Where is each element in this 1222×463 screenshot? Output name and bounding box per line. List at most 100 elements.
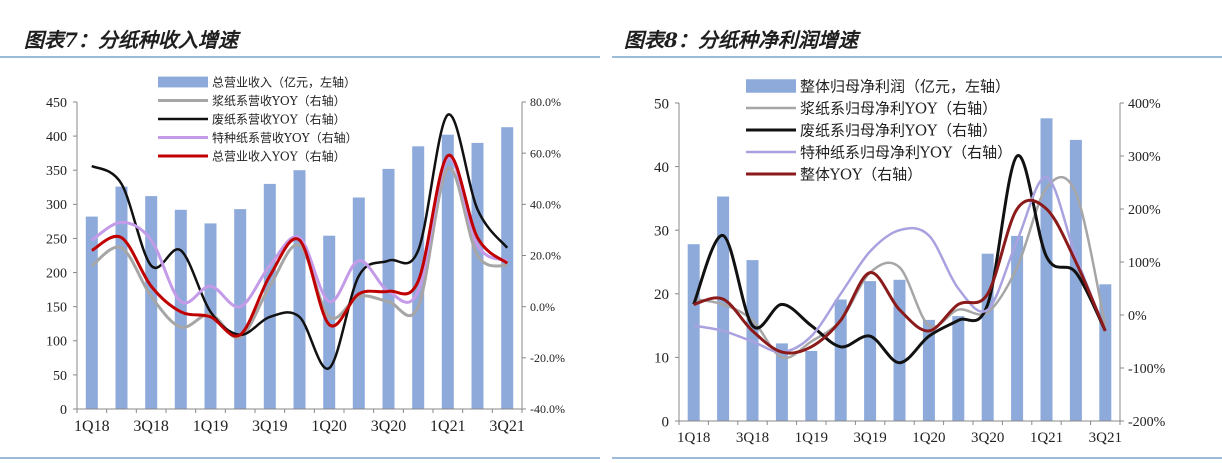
- chart-panel-left: 图表7：分纸种收入增速 0 50 100 150 200 250 300 350 400 450 -…: [0, 0, 600, 463]
- left-tick-label: 300: [46, 198, 67, 213]
- legend-label: 浆纸系营收YOY（右轴）: [212, 93, 346, 108]
- bar-2Q18: [717, 196, 730, 421]
- line-series-3: [693, 175, 1107, 354]
- legend-label: 总营业收入YOY（右轴）: [212, 149, 346, 164]
- right-tick-label: 100%: [1128, 256, 1161, 271]
- line-series-1: [693, 175, 1107, 360]
- x-tick-label: 1Q20: [912, 430, 945, 446]
- right-tick-label: 60.0%: [530, 146, 561, 160]
- bar-1Q18: [85, 216, 98, 409]
- left-tick-label: 50: [654, 96, 669, 112]
- bar-1Q21: [441, 134, 454, 409]
- left-tick-label: 450: [46, 96, 67, 111]
- line-series-4: [91, 154, 509, 338]
- bottom-rule: [0, 457, 600, 459]
- x-tick-label: 3Q18: [133, 418, 169, 435]
- chart-profit-growth: 0 10 20 30 40 50 -200% -100% 0% 100% 200% 300% 400% 1…: [654, 78, 1166, 446]
- bar-2Q21: [1069, 139, 1082, 421]
- title-bar: [612, 14, 1222, 58]
- right-tick-label: 200%: [1128, 203, 1161, 218]
- legend-label: 特种纸系归母净利YOY（右轴）: [800, 144, 1012, 162]
- right-tick-label: -200%: [1128, 415, 1166, 430]
- bar-2Q20: [352, 197, 365, 409]
- left-tick-label: 50: [53, 369, 67, 384]
- bar-2Q18: [115, 186, 128, 409]
- bar-4Q19: [893, 279, 906, 421]
- legend-label: 特种纸系营收YOY（右轴）: [212, 130, 358, 145]
- x-tick-label: 1Q19: [193, 418, 229, 435]
- title-bar: [0, 14, 600, 58]
- chart-title: 图表8：分纸种净利润增速: [624, 28, 858, 52]
- bar-3Q21: [1099, 284, 1112, 421]
- left-tick-label: 150: [46, 301, 67, 316]
- right-tick-label: 40.0%: [530, 198, 561, 212]
- bar-1Q20: [922, 319, 935, 421]
- line-series-2: [91, 113, 509, 370]
- bar-2Q20: [952, 316, 965, 421]
- bar-2Q19: [834, 299, 847, 421]
- left-tick-label: 30: [654, 223, 669, 239]
- left-tick-label: 40: [654, 160, 669, 176]
- x-tick-label: 1Q20: [311, 418, 347, 435]
- right-tick-label: 400%: [1128, 97, 1161, 112]
- right-tick-label: 0%: [1128, 309, 1147, 324]
- left-tick-label: 20: [654, 287, 669, 303]
- x-tick-label: 3Q20: [371, 418, 407, 435]
- legend-label: 总营业收入（亿元，左轴）: [212, 75, 356, 90]
- legend-label: 整体YOY（右轴）: [800, 166, 922, 184]
- x-tick-label: 3Q21: [489, 418, 525, 435]
- left-tick-label: 0: [60, 403, 67, 418]
- chart-panel-right: 图表8：分纸种净利润增速 0 10 20 30 40 50 -200% -100% 0% 100%…: [612, 0, 1222, 463]
- left-tick-label: 400: [46, 130, 67, 145]
- bar-3Q21: [501, 127, 514, 409]
- left-tick-label: 10: [654, 351, 669, 367]
- bar-1Q21: [1040, 118, 1053, 422]
- bar-3Q20: [981, 253, 994, 421]
- chart-title: 图表7：分纸种收入增速: [24, 28, 238, 52]
- legend-label: 废纸系归母净利YOY（右轴）: [800, 122, 997, 140]
- bar-1Q18: [687, 244, 700, 421]
- x-tick-label: 3Q19: [853, 430, 886, 446]
- left-tick-label: 200: [46, 266, 67, 281]
- x-tick-label: 1Q18: [74, 418, 110, 435]
- x-tick-label: 1Q18: [677, 430, 710, 446]
- right-tick-label: -20.0%: [530, 351, 565, 365]
- x-tick-label: 3Q19: [252, 418, 288, 435]
- right-tick-label: 80.0%: [530, 95, 561, 109]
- bar-2Q21: [471, 142, 484, 409]
- bar-4Q19: [293, 170, 306, 409]
- legend-label: 整体归母净利润（亿元，左轴）: [800, 78, 1010, 96]
- chart-revenue-growth: 0 50 100 150 200 250 300 350 400 450 -40.0% -20.0% 0…: [46, 75, 565, 435]
- x-tick-label: 3Q20: [971, 430, 1004, 446]
- bottom-rule: [612, 457, 1222, 459]
- bar-3Q18: [145, 196, 158, 409]
- left-tick-label: 350: [46, 164, 67, 179]
- line-series-2: [692, 154, 1107, 365]
- bar-4Q18: [174, 209, 187, 409]
- right-tick-label: 0.0%: [530, 300, 555, 314]
- legend-label: 浆纸系归母净利YOY（右轴）: [800, 100, 997, 118]
- bar-1Q19: [805, 351, 818, 421]
- x-tick-label: 1Q21: [430, 418, 466, 435]
- x-tick-label: 1Q21: [1030, 430, 1063, 446]
- x-tick-label: 3Q18: [736, 430, 769, 446]
- right-tick-label: -40.0%: [530, 402, 565, 416]
- line-series-4: [693, 198, 1107, 355]
- left-tick-label: 0: [662, 414, 670, 430]
- right-tick-label: -100%: [1128, 362, 1166, 377]
- x-tick-label: 3Q21: [1089, 430, 1122, 446]
- legend-swatch-bar: [746, 79, 796, 93]
- left-tick-label: 250: [46, 232, 67, 247]
- x-tick-label: 1Q19: [795, 430, 828, 446]
- bar-3Q19: [864, 281, 877, 421]
- bar-4Q18: [775, 343, 788, 421]
- right-tick-label: 20.0%: [530, 249, 561, 263]
- legend-swatch-bar: [158, 76, 208, 88]
- bar-3Q20: [382, 168, 395, 409]
- bar-4Q20: [1011, 235, 1024, 421]
- right-tick-label: 300%: [1128, 150, 1161, 165]
- bar-3Q19: [263, 183, 276, 409]
- bar-2Q19: [234, 209, 247, 409]
- legend-label: 废纸系营收YOY（右轴）: [212, 112, 346, 127]
- left-tick-label: 100: [46, 335, 67, 350]
